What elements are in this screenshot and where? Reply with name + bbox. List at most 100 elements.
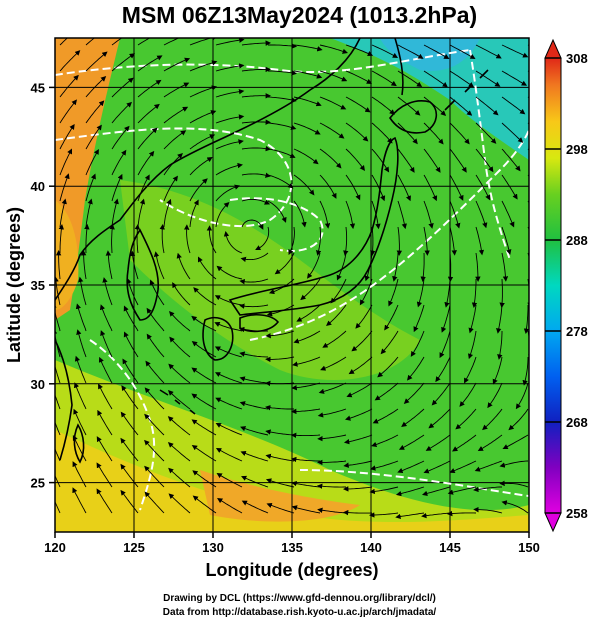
colorbar-tick-label: 268 xyxy=(566,415,588,430)
streamline xyxy=(318,382,347,394)
streamline xyxy=(527,148,529,151)
colorbar-extend-max xyxy=(544,38,562,59)
streamline xyxy=(241,145,271,152)
streamline xyxy=(413,304,425,333)
streamline xyxy=(369,486,399,495)
streamline xyxy=(345,70,373,84)
streamline xyxy=(291,505,321,514)
y-tick-label: 40 xyxy=(31,179,45,194)
streamline xyxy=(343,486,373,492)
streamline xyxy=(343,460,373,468)
streamline xyxy=(319,44,348,54)
streamline xyxy=(163,82,190,98)
streamline xyxy=(499,480,529,488)
streamline xyxy=(98,383,113,410)
streamline xyxy=(473,506,503,514)
streamline xyxy=(144,439,165,462)
streamline xyxy=(474,460,503,472)
hot-region-south xyxy=(55,430,529,532)
x-tick-label: 125 xyxy=(123,540,145,555)
streamline xyxy=(168,363,191,384)
streamline xyxy=(172,282,191,306)
streamline xyxy=(168,493,191,514)
streamline xyxy=(189,178,208,202)
streamline xyxy=(191,393,217,410)
streamline xyxy=(215,89,245,98)
streamline xyxy=(523,305,529,334)
streamline xyxy=(397,44,424,59)
streamline xyxy=(319,122,345,139)
streamline xyxy=(351,330,373,352)
streamline xyxy=(300,278,321,301)
streamline xyxy=(239,326,269,333)
hokkaido-coast xyxy=(389,100,438,134)
streamline xyxy=(501,174,518,200)
streamline xyxy=(293,44,323,52)
streamline xyxy=(497,331,503,360)
colorbar-tick-label: 298 xyxy=(566,142,588,157)
streamline xyxy=(446,510,477,517)
credit-line-1: Drawing by DCL (https://www.gfd-dennou.o… xyxy=(163,593,436,604)
streamline xyxy=(322,330,347,348)
streamline xyxy=(105,250,113,280)
streamline xyxy=(359,278,373,306)
streamline xyxy=(449,122,470,145)
streamline xyxy=(293,122,321,135)
streamline xyxy=(153,251,165,280)
streamline xyxy=(169,336,191,358)
streamline xyxy=(239,401,269,410)
streamline xyxy=(163,38,180,46)
streamline xyxy=(215,447,243,462)
streamline xyxy=(189,134,216,150)
streamline xyxy=(59,99,78,124)
streamline xyxy=(266,502,295,514)
streamline xyxy=(293,70,323,79)
streamline xyxy=(487,382,503,409)
streamline xyxy=(215,38,245,46)
x-tick-label: 150 xyxy=(518,540,540,555)
streamline xyxy=(477,434,503,452)
streamline xyxy=(265,330,295,339)
streamline xyxy=(343,226,349,256)
streamline xyxy=(397,70,423,87)
streamline xyxy=(102,277,113,306)
streamline xyxy=(401,408,425,427)
streamline xyxy=(475,148,494,173)
streamline xyxy=(159,224,165,254)
streamline xyxy=(100,330,113,358)
streamline xyxy=(120,411,139,436)
streamline xyxy=(255,226,270,251)
streamline xyxy=(317,459,347,466)
streamline xyxy=(371,122,393,144)
streamline xyxy=(78,276,87,306)
streamline xyxy=(215,422,243,436)
streamline xyxy=(265,453,295,462)
streamline xyxy=(447,486,477,495)
streamline xyxy=(120,463,139,488)
streamline xyxy=(292,356,321,367)
streamline xyxy=(293,200,307,228)
streamline xyxy=(439,330,451,359)
streamline xyxy=(449,44,476,60)
streamline xyxy=(319,70,348,82)
streamline xyxy=(59,123,75,150)
streamline xyxy=(214,372,243,384)
streamline xyxy=(455,408,477,430)
streamline xyxy=(120,489,139,514)
streamline xyxy=(122,358,139,384)
streamline xyxy=(239,376,269,384)
streamline xyxy=(59,50,81,72)
streamline xyxy=(501,148,521,172)
colorbar-tick-label: 258 xyxy=(566,506,588,521)
streamline xyxy=(176,252,191,280)
x-axis-title: Longitude (degrees) xyxy=(205,560,378,580)
streamline xyxy=(55,302,61,332)
streamline xyxy=(191,367,217,384)
streamline xyxy=(129,250,139,280)
streamline xyxy=(76,329,87,358)
streamline xyxy=(99,304,113,332)
streamline xyxy=(449,174,464,201)
streamline xyxy=(58,224,65,253)
streamline xyxy=(449,96,473,116)
